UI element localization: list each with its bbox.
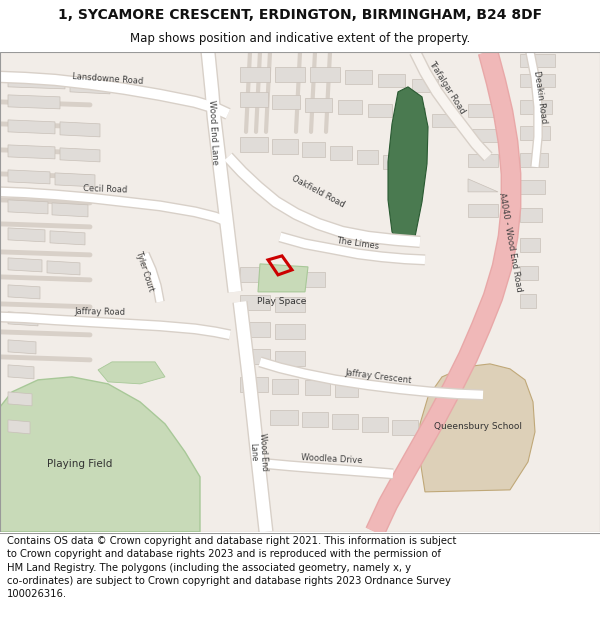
Polygon shape — [8, 170, 50, 184]
Polygon shape — [302, 412, 328, 427]
Text: Queensbury School: Queensbury School — [434, 422, 522, 431]
Text: 1, SYCAMORE CRESCENT, ERDINGTON, BIRMINGHAM, B24 8DF: 1, SYCAMORE CRESCENT, ERDINGTON, BIRMING… — [58, 8, 542, 22]
Polygon shape — [520, 180, 545, 194]
Polygon shape — [520, 54, 555, 67]
Text: Wood End Lane: Wood End Lane — [207, 99, 219, 164]
Polygon shape — [272, 269, 298, 284]
Polygon shape — [302, 142, 325, 157]
Polygon shape — [8, 340, 36, 354]
Polygon shape — [335, 382, 358, 397]
Polygon shape — [270, 410, 298, 425]
Polygon shape — [8, 392, 32, 406]
Polygon shape — [55, 173, 95, 187]
Polygon shape — [8, 258, 42, 272]
Polygon shape — [272, 95, 300, 109]
Polygon shape — [240, 322, 270, 337]
Text: Wood End
Lane: Wood End Lane — [247, 432, 269, 471]
Polygon shape — [362, 417, 388, 432]
Text: Tyler Court: Tyler Court — [134, 251, 156, 293]
Polygon shape — [520, 294, 536, 308]
Polygon shape — [383, 155, 405, 169]
Polygon shape — [8, 365, 34, 379]
Polygon shape — [468, 129, 498, 142]
Text: Trafalgar Road: Trafalgar Road — [427, 59, 467, 115]
Polygon shape — [520, 238, 540, 252]
Polygon shape — [520, 74, 555, 87]
Polygon shape — [240, 67, 270, 82]
Polygon shape — [240, 349, 270, 364]
Text: Jaffray Road: Jaffray Road — [74, 307, 125, 317]
Polygon shape — [520, 126, 550, 140]
Polygon shape — [8, 228, 45, 242]
Polygon shape — [305, 380, 330, 395]
Polygon shape — [468, 154, 498, 167]
Polygon shape — [52, 203, 88, 217]
Polygon shape — [330, 146, 352, 160]
Polygon shape — [8, 285, 40, 299]
Polygon shape — [240, 92, 268, 107]
Polygon shape — [310, 67, 340, 82]
Text: Lansdowne Road: Lansdowne Road — [72, 72, 144, 86]
Polygon shape — [368, 104, 392, 117]
Polygon shape — [0, 52, 600, 532]
Polygon shape — [302, 272, 325, 287]
Polygon shape — [357, 150, 378, 164]
Text: A4040 - Wood End Road: A4040 - Wood End Road — [497, 191, 523, 292]
Polygon shape — [8, 120, 55, 134]
Polygon shape — [8, 145, 55, 159]
Polygon shape — [272, 139, 298, 154]
Text: Woodlea Drive: Woodlea Drive — [301, 452, 363, 465]
Polygon shape — [8, 77, 65, 89]
Polygon shape — [8, 200, 48, 214]
Polygon shape — [50, 231, 85, 245]
Polygon shape — [240, 295, 270, 310]
Polygon shape — [392, 420, 418, 435]
Polygon shape — [240, 377, 268, 392]
Text: Jaffray Crescent: Jaffray Crescent — [344, 368, 412, 386]
Polygon shape — [60, 148, 100, 162]
Polygon shape — [345, 70, 372, 84]
Polygon shape — [520, 208, 542, 222]
Polygon shape — [8, 95, 60, 109]
Polygon shape — [305, 98, 332, 112]
Polygon shape — [420, 364, 535, 492]
Polygon shape — [240, 137, 268, 152]
Text: Map shows position and indicative extent of the property.: Map shows position and indicative extent… — [130, 32, 470, 45]
Text: Contains OS data © Crown copyright and database right 2021. This information is : Contains OS data © Crown copyright and d… — [7, 536, 457, 599]
Polygon shape — [468, 104, 498, 117]
Text: Deakin Road: Deakin Road — [532, 70, 548, 124]
Polygon shape — [520, 266, 538, 280]
Text: The Limes: The Limes — [336, 236, 380, 251]
Polygon shape — [338, 100, 362, 114]
Text: Oakfield Road: Oakfield Road — [290, 174, 346, 209]
Polygon shape — [275, 351, 305, 366]
Polygon shape — [398, 108, 425, 122]
Text: Play Space: Play Space — [257, 298, 307, 306]
Polygon shape — [8, 312, 38, 326]
Polygon shape — [258, 264, 308, 292]
Polygon shape — [378, 74, 405, 87]
Polygon shape — [388, 87, 428, 237]
Polygon shape — [98, 362, 165, 384]
Polygon shape — [0, 377, 200, 532]
Polygon shape — [275, 67, 305, 82]
Polygon shape — [432, 114, 458, 127]
Polygon shape — [47, 261, 80, 275]
Polygon shape — [412, 79, 438, 92]
Polygon shape — [332, 414, 358, 429]
Polygon shape — [468, 204, 498, 217]
Polygon shape — [468, 179, 498, 192]
Polygon shape — [240, 267, 268, 282]
Polygon shape — [275, 297, 305, 312]
Polygon shape — [520, 100, 552, 114]
Polygon shape — [8, 420, 30, 434]
Polygon shape — [275, 324, 305, 339]
Text: Playing Field: Playing Field — [47, 459, 113, 469]
Polygon shape — [70, 80, 110, 94]
Text: Cecil Road: Cecil Road — [83, 184, 127, 194]
Polygon shape — [60, 122, 100, 137]
Polygon shape — [272, 379, 298, 394]
Polygon shape — [520, 153, 548, 167]
